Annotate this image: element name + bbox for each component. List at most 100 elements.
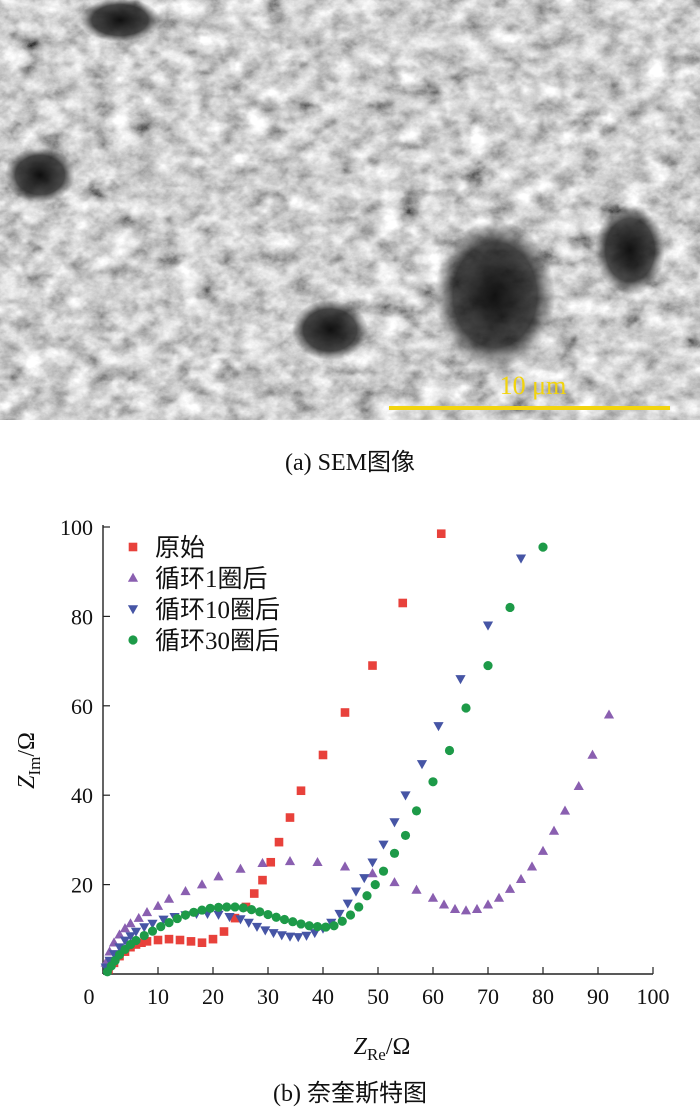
data-point (125, 932, 136, 942)
data-point (304, 921, 314, 931)
data-point (548, 825, 560, 835)
data-point (368, 661, 377, 670)
x-tick-label: 70 (477, 984, 499, 1009)
x-tick-label: 10 (147, 984, 169, 1009)
data-point (504, 883, 516, 893)
x-axis-title: ZRe/Ω (354, 1034, 411, 1064)
data-point (147, 926, 158, 936)
data-point (230, 902, 240, 912)
data-point (354, 902, 364, 912)
data-point (263, 909, 273, 920)
caption-nyquist: (b) 奈奎斯特图 (273, 1081, 427, 1107)
legend-label: 原始 (155, 534, 205, 562)
data-point (251, 922, 263, 932)
data-point (296, 919, 306, 929)
legend-marker (128, 542, 138, 552)
data-point (389, 818, 400, 828)
data-point (455, 675, 466, 685)
data-point (378, 840, 389, 850)
data-point (389, 877, 400, 887)
data-point (213, 910, 224, 920)
data-point (180, 886, 191, 896)
data-point (416, 760, 428, 770)
data-point (257, 857, 268, 867)
data-point (131, 935, 141, 946)
data-point (603, 709, 615, 719)
data-point (243, 918, 254, 928)
data-point (288, 917, 298, 927)
data-point (255, 907, 265, 917)
x-tick-label: 80 (532, 984, 554, 1009)
data-point (196, 879, 208, 889)
y-tick-label: 40 (71, 783, 93, 808)
x-tick-label: 50 (367, 984, 389, 1009)
data-point (482, 621, 494, 631)
data-point (284, 856, 296, 866)
y-tick-label: 80 (71, 604, 93, 629)
data-point (436, 529, 446, 539)
data-point (400, 791, 411, 801)
data-point (411, 806, 422, 816)
data-point (559, 805, 571, 815)
data-point (180, 910, 191, 920)
data-point (340, 708, 350, 717)
x-tick-label: 20 (202, 984, 224, 1009)
x-tick-label: 0 (84, 984, 95, 1009)
data-point (378, 866, 389, 876)
data-point (367, 858, 378, 868)
data-point (119, 936, 131, 946)
data-point (147, 919, 158, 929)
data-point (125, 918, 136, 928)
data-point (505, 602, 515, 613)
data-point (156, 922, 166, 932)
legend-label: 循环1圈后 (155, 565, 268, 593)
data-point (213, 902, 224, 912)
data-point (285, 813, 295, 822)
data-point (164, 934, 174, 944)
data-point (526, 861, 538, 871)
data-point (235, 863, 246, 873)
data-point (238, 903, 248, 913)
data-point (266, 857, 276, 867)
data-point (301, 931, 312, 941)
data-point (370, 880, 380, 890)
legend-label: 循环30圈后 (155, 627, 280, 655)
series-4 (102, 542, 548, 977)
x-tick-label: 30 (257, 984, 279, 1009)
data-point (296, 786, 306, 796)
data-point (515, 873, 527, 884)
data-point (339, 861, 351, 871)
data-point (276, 931, 287, 941)
data-point (164, 917, 174, 928)
data-point (279, 914, 290, 925)
data-point (362, 891, 372, 901)
data-point (230, 913, 240, 923)
data-point (133, 912, 144, 922)
legend-marker (127, 572, 139, 582)
data-point (268, 929, 279, 939)
data-point (163, 893, 175, 903)
data-point (249, 889, 259, 898)
data-point (321, 922, 331, 932)
data-point (460, 905, 472, 915)
data-point (119, 923, 131, 933)
data-point (573, 780, 584, 791)
x-tick-label: 40 (312, 984, 334, 1009)
data-point (312, 922, 323, 932)
data-point (175, 935, 185, 945)
data-point (274, 837, 284, 847)
data-point (433, 722, 444, 732)
data-point (329, 921, 339, 931)
data-point (158, 915, 169, 925)
data-point (537, 845, 549, 855)
data-point (152, 900, 164, 910)
data-point (139, 930, 149, 941)
data-point (538, 542, 548, 552)
data-point (350, 887, 362, 897)
data-point (359, 874, 370, 884)
data-point (139, 923, 150, 933)
data-point (246, 905, 257, 915)
caption-sem: (a) SEM图像 (285, 450, 415, 476)
legend-marker (127, 605, 139, 615)
